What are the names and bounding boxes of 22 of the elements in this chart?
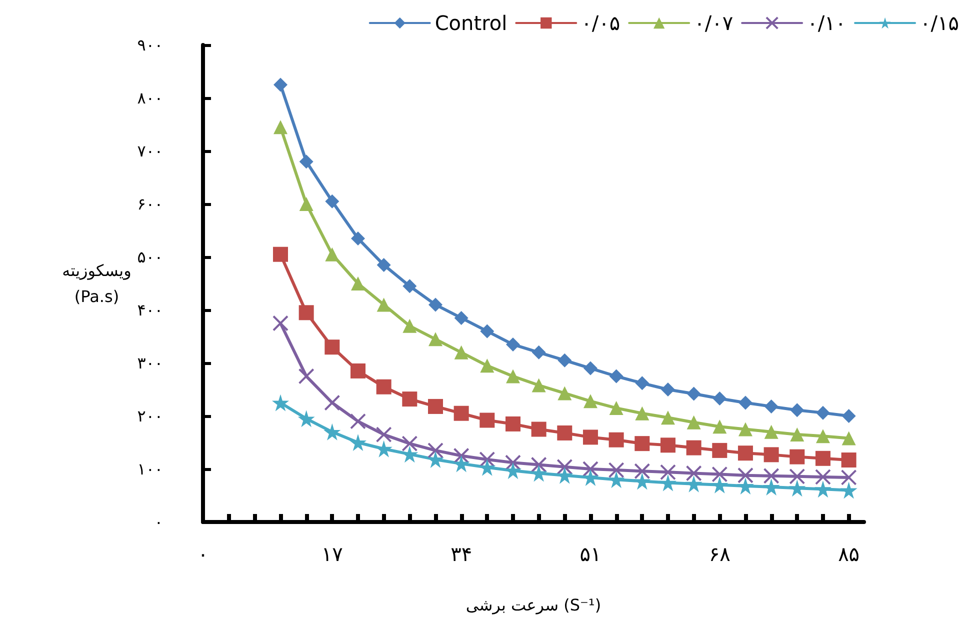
x-axis-title: سرعت برشی (S⁻¹) bbox=[466, 596, 602, 614]
y-tick-label: ۰ bbox=[154, 512, 163, 532]
y-tick-label: ۴۰۰ bbox=[137, 300, 163, 320]
y-tick-label: ۲۰۰ bbox=[137, 406, 163, 426]
legend-label: ۰/۱۰ bbox=[807, 11, 846, 35]
legend-label: ۰/۰۵ bbox=[581, 11, 620, 35]
legend-label: Control bbox=[434, 11, 508, 35]
x-tick-label: ۱۷ bbox=[321, 542, 344, 566]
y-tick-label: ۷۰۰ bbox=[137, 142, 163, 160]
y-tick-label: ۳۰۰ bbox=[137, 354, 163, 372]
y-tick-label: ۵۰۰ bbox=[137, 248, 163, 266]
y-tick-label: ۶۰۰ bbox=[137, 194, 163, 214]
x-tick-label: ۰ bbox=[198, 542, 208, 566]
legend-label: ۰/۱۵ bbox=[920, 11, 960, 35]
y-tick-label: ۹۰۰ bbox=[137, 36, 163, 54]
x-tick-label: ۵۱ bbox=[580, 542, 602, 566]
x-tick-label: ۳۴ bbox=[450, 542, 472, 566]
legend-label: ۰/۰۷ bbox=[694, 11, 734, 35]
x-tick-label: ۶۸ bbox=[708, 542, 731, 566]
y-tick-label: ۸۰۰ bbox=[137, 88, 163, 108]
y-tick-label: ۱۰۰ bbox=[137, 460, 163, 478]
x-tick-label: ۸۵ bbox=[838, 542, 860, 566]
